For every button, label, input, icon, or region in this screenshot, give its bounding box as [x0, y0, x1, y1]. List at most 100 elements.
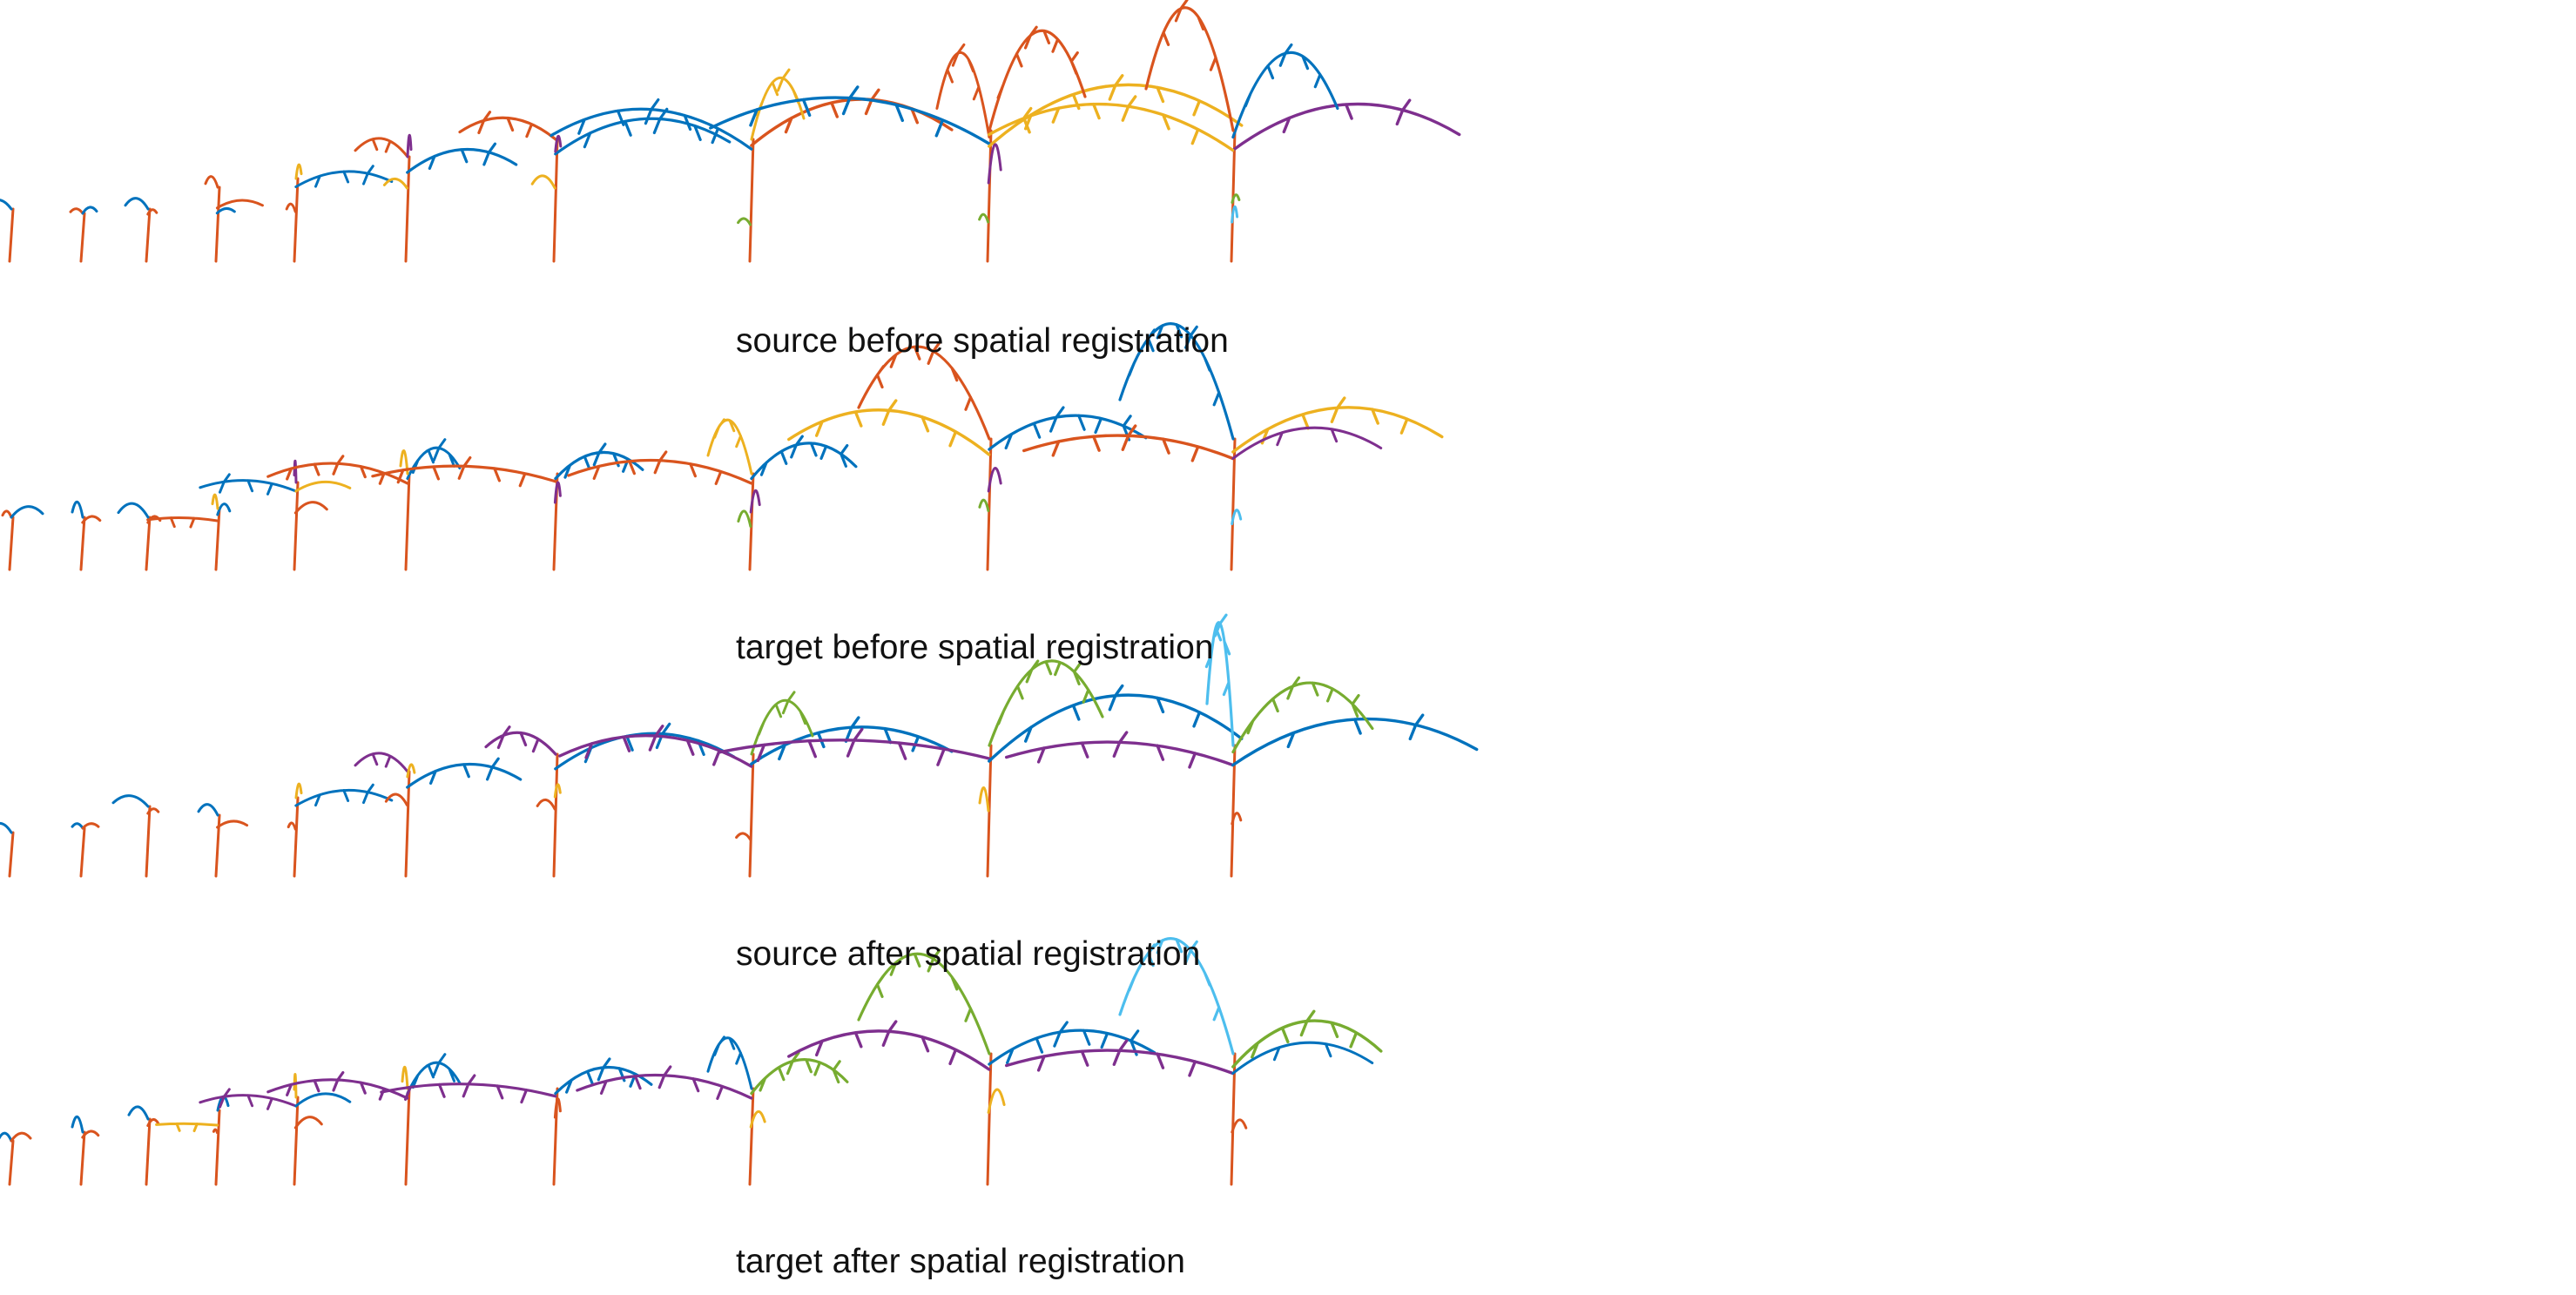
plant-skeleton: [567, 418, 858, 571]
branch-stem: [371, 455, 557, 488]
stem: [214, 1109, 221, 1186]
plant-skeleton: [787, 341, 1148, 571]
branch-purple: [1231, 98, 1461, 152]
branch-blue: [111, 794, 150, 808]
stem: [145, 207, 152, 263]
branch-yellow: [978, 786, 990, 813]
plant-skeleton: [709, 25, 1244, 263]
plant-skeleton: [576, 1035, 849, 1186]
branch-green: [750, 691, 814, 756]
branch-blue: [0, 199, 13, 211]
plant-skeleton: [0, 822, 15, 878]
stem: [8, 831, 15, 878]
plant-skeleton: [380, 1057, 653, 1186]
branch-blue: [554, 442, 644, 481]
stem: [293, 481, 300, 571]
branch-stem: [988, 25, 1087, 132]
branch-purple: [1005, 1039, 1235, 1077]
branch-stem: [285, 202, 297, 213]
stem: [552, 138, 559, 263]
branch-yellow: [294, 480, 352, 493]
stem: [1230, 437, 1237, 571]
branch-purple: [266, 1071, 409, 1101]
branch-cyan: [1231, 206, 1239, 224]
branch-blue: [988, 684, 1244, 763]
plant-skeleton: [285, 163, 394, 263]
branch-stem: [215, 199, 264, 210]
branch-yellow: [530, 174, 556, 190]
plant-skeleton: [718, 659, 1244, 878]
stem: [214, 507, 221, 571]
branch-stem: [287, 821, 297, 831]
branch-blue: [1118, 322, 1235, 441]
branch-stem: [935, 43, 991, 138]
stem: [8, 516, 15, 571]
branch-blue: [199, 473, 298, 496]
branch-purple: [987, 143, 1002, 185]
stem: [79, 1130, 86, 1186]
branch-yellow: [382, 178, 408, 190]
branch-purple: [558, 725, 753, 768]
branch-stem: [567, 450, 753, 486]
stem: [552, 752, 559, 878]
plant-skeleton: [71, 1116, 100, 1186]
stem: [8, 1139, 15, 1186]
stem: [404, 770, 411, 878]
stem: [1230, 744, 1237, 878]
branch-yellow: [553, 783, 562, 799]
branch-stem: [216, 819, 249, 829]
stem: [145, 1117, 152, 1186]
plant-skeleton: [371, 442, 644, 571]
plant-skeleton: [204, 175, 264, 263]
branch-blue: [709, 85, 991, 145]
branch-blue: [750, 435, 858, 481]
plant-skeleton: [988, 0, 1461, 263]
branch-blue: [406, 1053, 462, 1095]
branch-blue: [215, 207, 236, 215]
branch-blue: [406, 142, 518, 174]
branch-green: [1231, 1009, 1383, 1069]
branch-stem: [293, 1116, 323, 1130]
stem: [293, 796, 300, 878]
plant-row-4: [0, 937, 1383, 1186]
branch-stem: [146, 516, 219, 529]
branch-blue: [197, 803, 219, 817]
plant-skeleton: [1005, 613, 1479, 878]
plant-skeleton: [287, 782, 394, 878]
plant-skeleton: [266, 438, 462, 571]
branch-yellow: [988, 95, 1235, 152]
stem: [986, 437, 993, 571]
branch-blue: [294, 1092, 352, 1108]
branch-green: [857, 948, 991, 1056]
branch-stem: [266, 455, 409, 485]
branch-stem: [1144, 0, 1235, 132]
branch-purple: [354, 752, 409, 773]
branch-blue: [554, 1057, 653, 1096]
branch-blue: [71, 822, 84, 830]
branch-stem: [384, 793, 408, 806]
branch-yellow: [1231, 396, 1444, 454]
branch-purple: [987, 467, 1002, 493]
caption-target-before: target before spatial registration: [736, 629, 1214, 666]
branch-stem: [146, 807, 160, 815]
branch-stem: [69, 207, 84, 215]
branch-green: [737, 217, 752, 226]
branch-stem: [204, 175, 219, 189]
branch-blue: [10, 505, 44, 519]
plant-skeleton: [199, 460, 352, 571]
branch-stem: [81, 515, 102, 524]
plant-skeleton: [69, 206, 98, 263]
stem: [293, 177, 300, 263]
plant-skeleton: [1, 505, 44, 571]
branch-yellow: [294, 782, 303, 799]
branch-stem: [857, 341, 991, 441]
plant-skeleton: [71, 501, 102, 571]
branch-purple: [554, 135, 563, 153]
branch-yellow: [406, 763, 416, 779]
stem: [748, 752, 755, 878]
stem: [8, 207, 15, 263]
branch-blue: [294, 783, 394, 807]
branch-purple: [576, 1065, 753, 1101]
branch-blue: [406, 757, 523, 789]
